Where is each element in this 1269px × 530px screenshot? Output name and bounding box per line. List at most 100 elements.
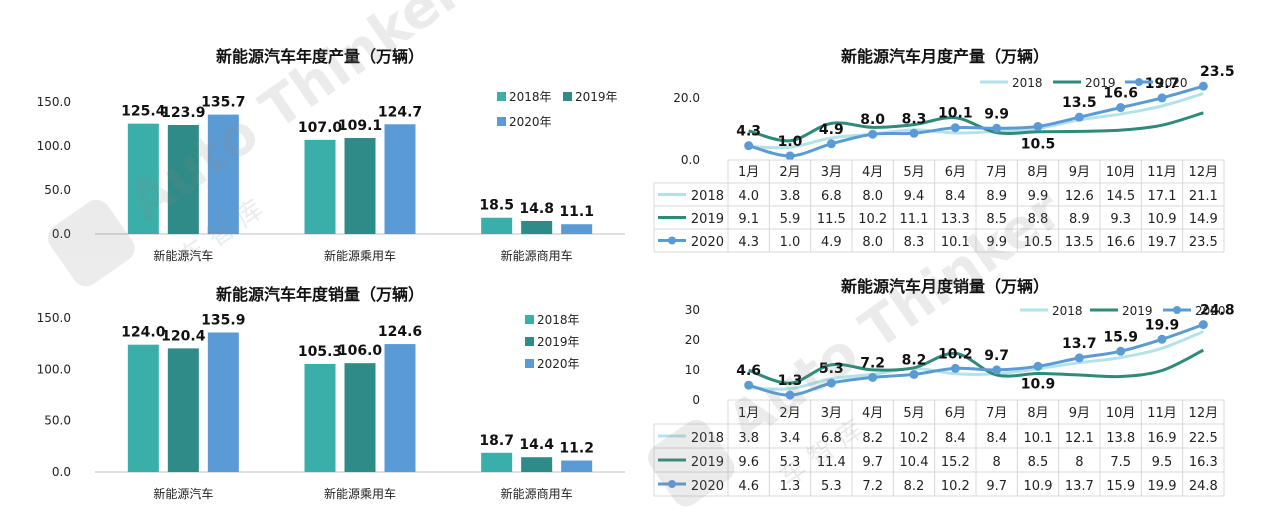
data-point <box>909 128 919 138</box>
table-cell: 5.3 <box>780 455 801 470</box>
table-cell: 10.2 <box>858 212 887 227</box>
table-header-month: 7月 <box>986 406 1007 421</box>
bar-value-label: 124.0 <box>121 325 166 341</box>
table-cell: 16.3 <box>1189 455 1218 470</box>
y-tick-label: 150.0 <box>37 95 71 109</box>
table-header-month: 10月 <box>1106 165 1136 180</box>
monthly-production-chart: 新能源汽车月度产量（万辆） 0.0 20.0 4.3 1.0 4.9 8.0 8.3 10.1… <box>640 40 1269 270</box>
bar <box>207 332 239 472</box>
annual-sales-svg: 新能源汽车年度销量（万辆） 0.0 50.0 100.0 150.0 新能源汽车 124.… <box>37 285 625 501</box>
table-header-month: 12月 <box>1189 406 1219 421</box>
data-label: 7.2 <box>860 355 885 371</box>
table-header-month: 4月 <box>862 165 883 180</box>
y-tick-label: 100.0 <box>37 139 71 153</box>
table-cell: 11.1 <box>900 212 929 227</box>
table-header-month: 8月 <box>1027 406 1048 421</box>
table-cell: 19.7 <box>1148 235 1177 250</box>
table-cell: 7.2 <box>862 479 883 494</box>
table-cell: 8.5 <box>1028 455 1049 470</box>
data-label: 1.3 <box>778 373 803 389</box>
table-cell: 9.9 <box>1028 189 1049 204</box>
table-header-month: 2月 <box>779 406 800 421</box>
table-header-month: 5月 <box>903 406 924 421</box>
bar <box>304 139 336 234</box>
table-cell: 8.0 <box>862 235 883 250</box>
bar-value-label: 107.0 <box>298 120 343 136</box>
table-cell: 8.2 <box>904 479 925 494</box>
chart-title: 新能源汽车年度产量（万辆） <box>216 47 424 66</box>
data-point <box>1033 361 1043 371</box>
table-header-month: 9月 <box>1069 165 1090 180</box>
table-row-label: 2019 <box>691 455 724 470</box>
data-point <box>1074 112 1084 122</box>
bar-value-label: 135.7 <box>201 95 245 111</box>
legend-marker <box>1135 78 1143 86</box>
table-header-month: 3月 <box>821 406 842 421</box>
table-cell: 3.8 <box>780 189 801 204</box>
legend-label: 2020 <box>1195 304 1226 318</box>
table-header-month: 12月 <box>1189 165 1219 180</box>
table-header-month: 11月 <box>1147 406 1177 421</box>
table-cell: 8.9 <box>1069 212 1090 227</box>
data-point <box>868 129 878 139</box>
data-point <box>1198 320 1208 330</box>
table-cell: 9.3 <box>1110 212 1131 227</box>
table-cell: 8.9 <box>986 189 1007 204</box>
y-tick-label: 50.0 <box>44 414 71 428</box>
table-cell: 8 <box>1075 455 1083 470</box>
legend-swatch <box>525 337 534 346</box>
table-header-month: 6月 <box>945 165 966 180</box>
table-cell: 9.1 <box>738 212 759 227</box>
bar <box>384 344 416 472</box>
data-label: 9.7 <box>984 348 1009 364</box>
series-line-2019 <box>748 348 1205 385</box>
bar <box>561 224 593 234</box>
data-label: 5.3 <box>819 361 844 377</box>
bar-value-label: 11.2 <box>559 441 594 457</box>
data-label: 10.9 <box>1021 376 1056 392</box>
table-cell: 11.4 <box>817 455 846 470</box>
bar <box>304 363 336 472</box>
data-point <box>1157 93 1167 103</box>
table-cell: 23.5 <box>1189 235 1218 250</box>
legend-label: 2018 <box>1012 76 1043 90</box>
data-label: 9.9 <box>984 106 1009 122</box>
bar <box>167 124 199 234</box>
table-cell: 8.3 <box>904 235 925 250</box>
bar-value-label: 106.0 <box>338 343 383 359</box>
data-label: 1.0 <box>778 134 803 150</box>
table-cell: 12.1 <box>1065 431 1094 446</box>
bar-value-label: 125.4 <box>121 104 166 120</box>
table-cell: 9.7 <box>986 479 1007 494</box>
bar <box>561 460 593 472</box>
table-cell: 12.6 <box>1065 189 1094 204</box>
data-point <box>1116 346 1126 356</box>
category-label: 新能源汽车 <box>153 486 213 501</box>
data-point <box>1198 81 1208 91</box>
table-row-label: 2020 <box>691 479 724 494</box>
table-cell: 9.5 <box>1152 455 1173 470</box>
series-line-2018 <box>748 92 1204 150</box>
table-cell: 4.9 <box>821 235 842 250</box>
series-line-2018 <box>748 330 1204 391</box>
table-cell: 8.2 <box>862 431 883 446</box>
table-cell: 5.3 <box>821 479 842 494</box>
data-point <box>909 369 919 379</box>
category-label: 新能源商用车 <box>501 248 573 263</box>
legend-label: 2019 <box>1122 304 1153 318</box>
legend-label: 2018年 <box>537 313 580 327</box>
table-cell: 1.3 <box>780 479 801 494</box>
data-label: 19.9 <box>1145 317 1180 333</box>
legend-label: 2019年 <box>575 90 618 104</box>
table-header-month: 8月 <box>1027 165 1048 180</box>
data-label: 4.3 <box>736 124 761 140</box>
table-cell: 13.3 <box>941 212 970 227</box>
y-tick-label: 0.0 <box>52 465 71 479</box>
table-cell: 8 <box>993 455 1001 470</box>
table-cell: 8.4 <box>945 431 966 446</box>
chart-title: 新能源汽车月度产量（万辆） <box>841 47 1049 66</box>
table-cell: 8.8 <box>1028 212 1049 227</box>
data-label: 13.7 <box>1062 336 1097 352</box>
bar <box>127 344 159 472</box>
bar-value-label: 123.9 <box>161 105 205 121</box>
